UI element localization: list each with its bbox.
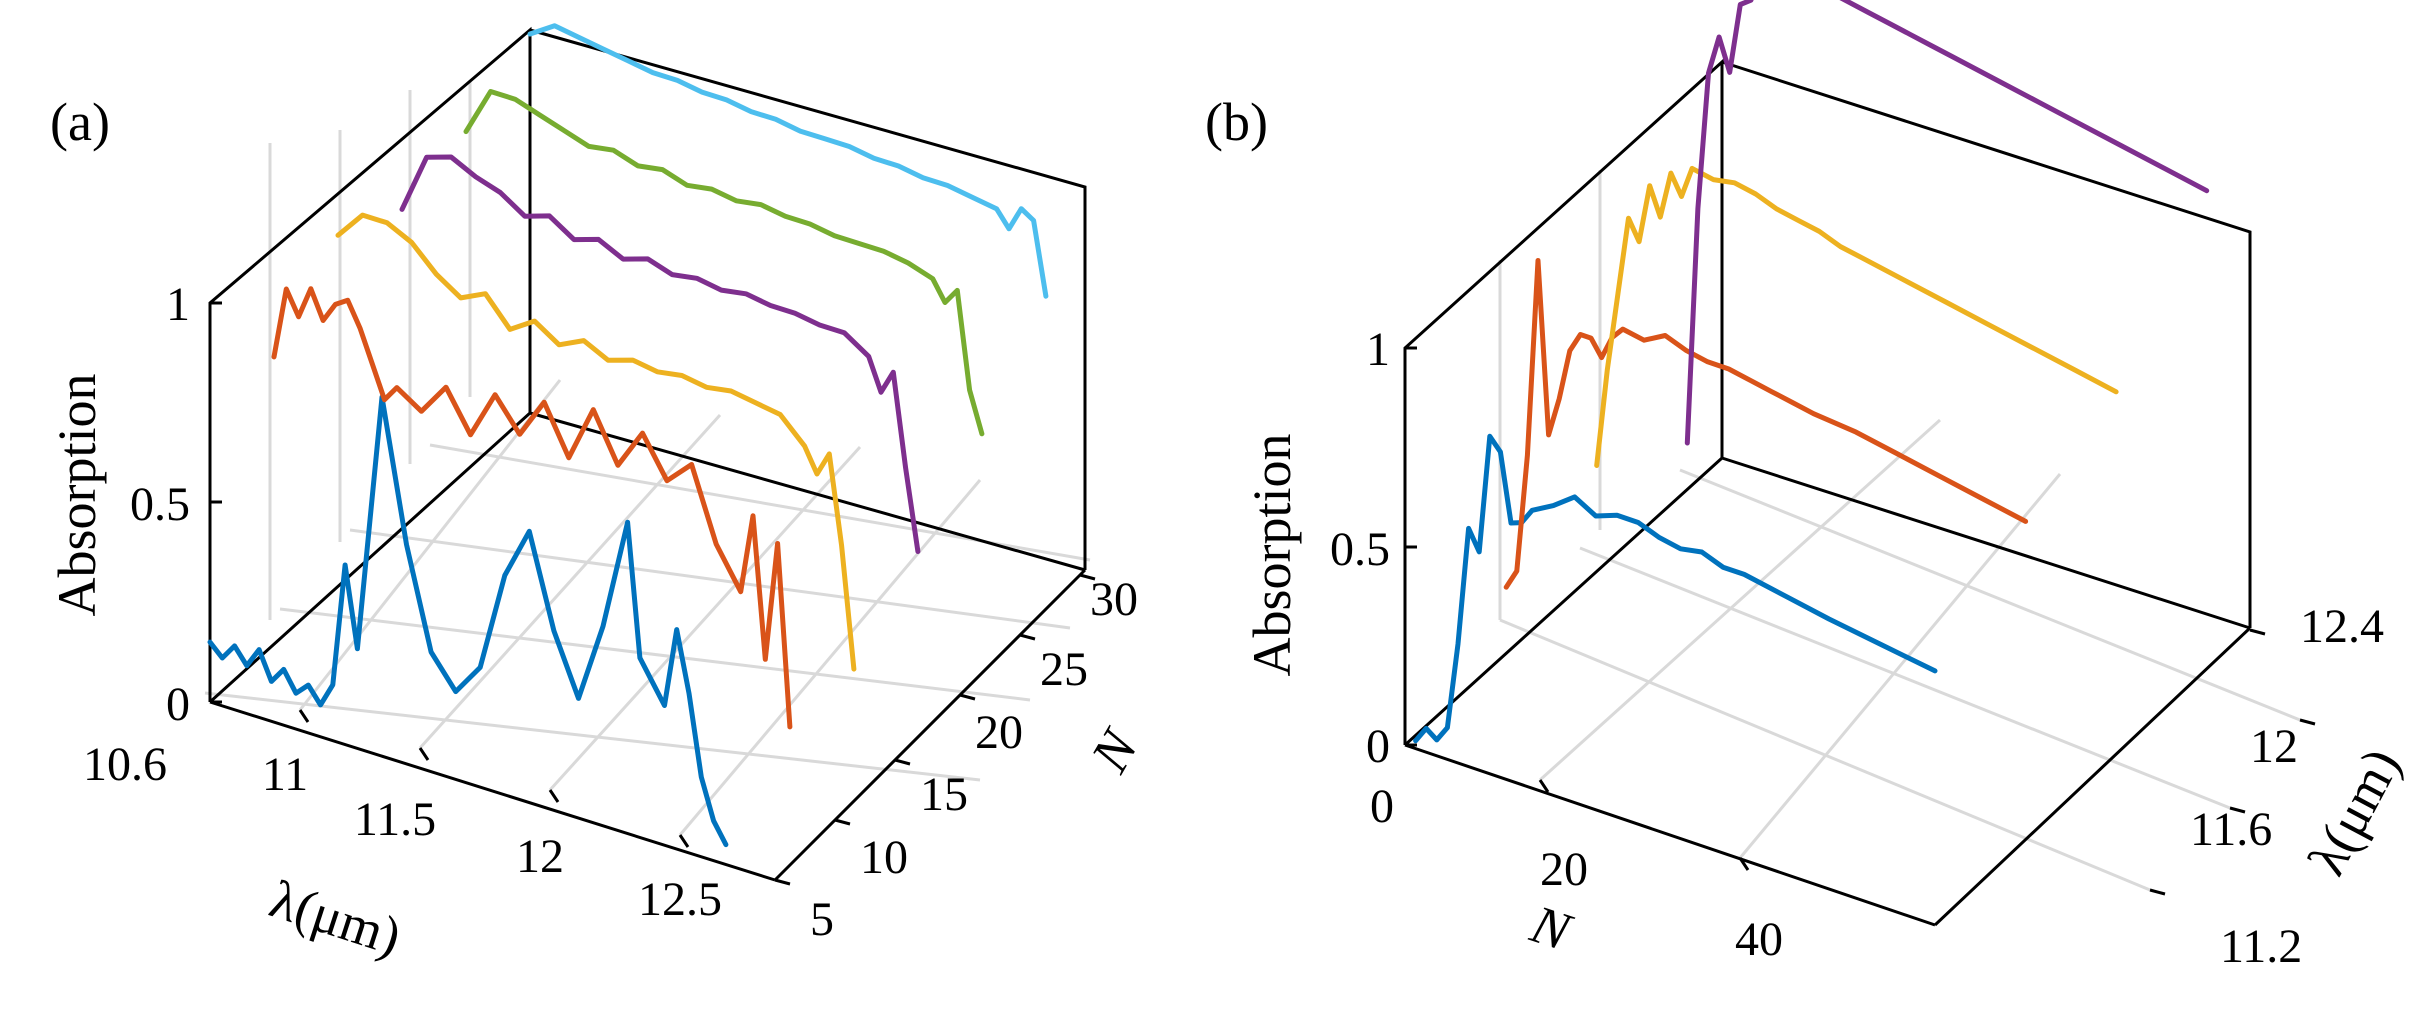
a-yt-20 xyxy=(959,693,976,701)
b-grid-n-2 xyxy=(1738,473,2062,859)
panel-b-label: (b) xyxy=(1205,92,1268,152)
a-xt-11 xyxy=(298,709,310,723)
b-series-2 xyxy=(1503,258,2029,590)
a-xt-115 xyxy=(418,747,430,761)
a-grid-l115 xyxy=(418,413,722,750)
a-grid-l12 xyxy=(548,445,862,792)
a-grid-l11 xyxy=(298,379,562,711)
a-series-4 xyxy=(399,154,921,554)
a-yt-5 xyxy=(774,878,791,886)
a-ztick-1: 1 xyxy=(166,278,190,331)
b-axis-floor-left xyxy=(1403,456,1724,747)
b-series-4 xyxy=(1684,0,2210,446)
b-xlabel: N xyxy=(1523,893,1580,962)
a-grid-l125 xyxy=(678,479,982,836)
b-yt-12 xyxy=(2299,718,2316,726)
a-axis-left-back xyxy=(208,26,532,702)
a-ztick-05: 0.5 xyxy=(130,478,190,531)
a-series-6 xyxy=(527,23,1049,299)
b-ytick-12: 12 xyxy=(2250,720,2298,773)
b-ztick-0: 0 xyxy=(1366,720,1390,773)
b-grid-lam-2 xyxy=(1579,546,2231,810)
b-yt-116 xyxy=(2229,806,2246,814)
panel-b-tickmarks xyxy=(1405,346,2316,896)
a-ntick-30: 30 xyxy=(1090,573,1138,626)
a-yt-15 xyxy=(894,758,911,766)
b-grid-n-1 xyxy=(1538,418,1942,782)
a-axis-back-right xyxy=(529,28,1087,570)
b-axis-n xyxy=(1404,743,1936,927)
b-xtick-40: 40 xyxy=(1735,913,1783,966)
panel-b: (b) xyxy=(1205,0,2412,973)
a-grid-n15 xyxy=(279,607,1031,702)
panel-a-curves xyxy=(207,23,1049,848)
panel-a-label: (a) xyxy=(50,92,110,152)
panel-b-axes xyxy=(1403,58,2252,927)
a-series-1 xyxy=(207,394,729,848)
panel-b-curves xyxy=(1413,0,2210,744)
b-yt-124 xyxy=(2249,628,2266,636)
b-xtick-0: 0 xyxy=(1370,780,1394,833)
a-grid-n10 xyxy=(204,691,981,782)
b-axis-lambda xyxy=(1933,626,2252,927)
b-xtick-20: 20 xyxy=(1540,843,1588,896)
a-xtick-125: 12.5 xyxy=(638,873,722,926)
panel-b-ticklabels: 0 0.5 1 0 20 40 11.2 11.6 12 12.4 xyxy=(1330,323,2384,973)
b-ytick-116: 11.6 xyxy=(2190,803,2272,856)
a-yt-10 xyxy=(834,818,851,826)
a-ntick-20: 20 xyxy=(975,706,1023,759)
b-ytick-112: 11.2 xyxy=(2220,920,2302,973)
b-zlabel: Absorption xyxy=(1242,434,1302,677)
panel-a-ticklabels: 0 0.5 1 10.6 11 11.5 12 12.5 5 10 15 20 … xyxy=(83,278,1138,946)
a-series-2 xyxy=(271,286,793,730)
a-ntick-25: 25 xyxy=(1040,643,1088,696)
a-yt-25 xyxy=(1019,633,1036,641)
panel-a-tickmarks xyxy=(210,301,1096,886)
b-series-3 xyxy=(1594,165,2119,468)
b-xt-20 xyxy=(1538,779,1550,793)
a-xtick-106: 10.6 xyxy=(83,738,167,791)
b-grid-lam-3 xyxy=(1679,468,2301,722)
b-ytick-124: 12.4 xyxy=(2300,600,2384,653)
panel-a: (a) xyxy=(47,23,1151,967)
a-zlabel: Absorption xyxy=(47,374,107,617)
a-xt-125 xyxy=(678,834,690,848)
a-xlabel: λ(μm) xyxy=(263,869,408,967)
b-axis-floor-back xyxy=(1721,456,2251,630)
a-ntick-10: 10 xyxy=(860,831,908,884)
panel-a-grid xyxy=(204,80,1091,836)
a-yt-30 xyxy=(1079,573,1096,581)
a-series-3 xyxy=(335,212,857,672)
a-axis-floor-back xyxy=(529,411,1086,572)
b-axis-left-back xyxy=(1403,58,1724,745)
a-ntick-5: 5 xyxy=(810,893,834,946)
a-ntick-15: 15 xyxy=(920,768,968,821)
a-grid-n20 xyxy=(349,528,1071,630)
b-yt-112 xyxy=(2149,888,2166,896)
a-axis-n xyxy=(773,568,1087,882)
a-xtick-12: 12 xyxy=(516,830,564,883)
a-xtick-115: 11.5 xyxy=(354,793,436,846)
a-xt-12 xyxy=(548,789,560,803)
a-series-5 xyxy=(463,89,985,437)
a-ztick-0: 0 xyxy=(166,678,190,731)
b-axis-back-right xyxy=(1721,60,2252,628)
a-ylabel: N xyxy=(1079,718,1151,783)
b-series-1 xyxy=(1413,433,1938,744)
b-ztick-05: 0.5 xyxy=(1330,523,1390,576)
a-axis-lambda xyxy=(209,700,776,882)
b-ylabel: λ(μm) xyxy=(2296,739,2411,885)
b-xt-40 xyxy=(1738,857,1750,871)
b-ztick-1: 1 xyxy=(1366,323,1390,376)
a-xtick-11: 11 xyxy=(262,748,308,801)
